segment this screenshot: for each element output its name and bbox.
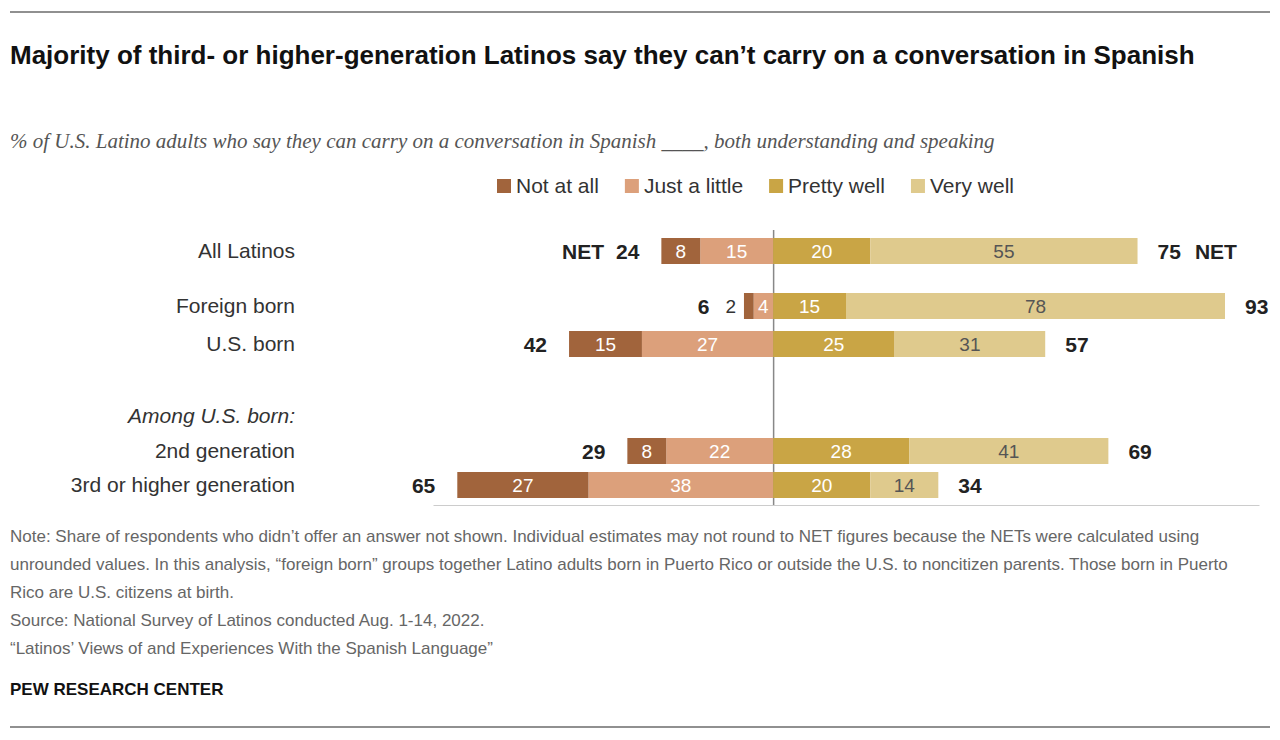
top-rule: [10, 11, 1270, 12]
legend-swatch: [769, 179, 783, 193]
x-axis-domain: [434, 505, 1260, 506]
category-label: U.S. born: [206, 332, 295, 355]
note-line: unrounded values. In this analysis, “for…: [10, 555, 1228, 574]
bar-segment: [627, 438, 666, 464]
data-label: 20: [811, 475, 832, 496]
net-value: 57: [1065, 333, 1088, 356]
net-labels: 24NET75NET693425729696534: [412, 240, 1268, 497]
report-title: “Latinos’ Views of and Experiences With …: [10, 639, 493, 658]
bar-segment: [909, 438, 1108, 464]
category-label: 2nd generation: [155, 439, 295, 462]
bar-segment: [588, 472, 773, 498]
legend-label: Not at all: [516, 174, 599, 197]
bar-segment: [773, 472, 870, 498]
legend-swatch: [911, 179, 925, 193]
bar-segment: [870, 472, 938, 498]
legend-swatch: [625, 179, 639, 193]
net-value: 42: [524, 333, 547, 356]
net-value: 34: [958, 474, 982, 497]
chart: Majority of third- or higher-generation …: [0, 0, 1280, 740]
legend-label: Pretty well: [788, 174, 885, 197]
data-label: 25: [823, 334, 844, 355]
net-value: 29: [582, 440, 605, 463]
title: Majority of third- or higher-generation …: [10, 40, 1195, 70]
report-title-line: “Latinos’ Views of and Experiences With …: [10, 639, 493, 658]
data-label: 78: [1025, 296, 1046, 317]
y-tick: Among U.S. born:: [126, 404, 295, 427]
data-label: 8: [641, 441, 652, 462]
source-line: Source: National Survey of Latinos condu…: [10, 611, 484, 630]
data-label: 15: [799, 296, 820, 317]
y-tick: 3rd or higher generation: [71, 473, 295, 496]
data-label: 27: [697, 334, 718, 355]
data-label: 31: [959, 334, 980, 355]
bar-segment: [744, 293, 754, 319]
x-axis: [434, 230, 1260, 506]
net-value: 69: [1128, 440, 1151, 463]
group-label: Among U.S. born:: [126, 404, 295, 427]
bar-segment: [773, 238, 870, 264]
category-label: All Latinos: [198, 239, 295, 262]
bar-segment: [846, 293, 1225, 319]
bar-segment: [773, 438, 909, 464]
net-value: 93: [1245, 295, 1268, 318]
bar-segment: [754, 293, 773, 319]
bar-segment: [773, 331, 894, 357]
bar-segment: [666, 438, 773, 464]
note-line: Rico are U.S. citizens at birth.: [10, 583, 234, 602]
y-tick: All Latinos: [198, 239, 295, 262]
bar-segment: [773, 293, 846, 319]
title-line: Majority of third- or higher-generation …: [10, 40, 1195, 70]
data-labels: 158205542157827152531228284138272014: [512, 241, 1046, 496]
y-tick: U.S. born: [206, 332, 295, 355]
bottom-rule: [10, 726, 1270, 727]
net-label: NET: [562, 240, 604, 263]
bar-segment: [895, 331, 1046, 357]
data-label: 20: [811, 241, 832, 262]
net-value: 6: [698, 295, 710, 318]
bar-segment: [870, 238, 1137, 264]
net-value: 24: [616, 240, 640, 263]
data-label: 4: [758, 296, 769, 317]
data-label: 22: [709, 441, 730, 462]
data-label: 15: [726, 241, 747, 262]
bar-segment: [700, 238, 773, 264]
note: Note: Share of respondents who didn’t of…: [10, 527, 1228, 602]
data-label: 27: [512, 475, 533, 496]
data-label: 8: [676, 241, 687, 262]
data-label: 15: [595, 334, 616, 355]
bar-segment: [569, 331, 642, 357]
y-tick: Foreign born: [176, 294, 295, 317]
data-label: 28: [831, 441, 852, 462]
data-label: 2: [725, 296, 736, 317]
subtitle: % of U.S. Latino adults who say they can…: [10, 129, 995, 153]
legend-label: Very well: [930, 174, 1014, 197]
subtitle-line: % of U.S. Latino adults who say they can…: [10, 129, 995, 153]
y-tick: 2nd generation: [155, 439, 295, 462]
data-label: 38: [670, 475, 691, 496]
data-label: 41: [998, 441, 1019, 462]
y-axis: All Latinos Foreign born U.S. born Among U.…: [71, 239, 295, 496]
category-label: 3rd or higher generation: [71, 473, 295, 496]
category-label: Foreign born: [176, 294, 295, 317]
bars: [457, 238, 1225, 498]
bar-segment: [661, 238, 700, 264]
credit: PEW RESEARCH CENTER: [10, 680, 223, 699]
legend: Not at all Just a little Pretty well Very w…: [497, 174, 1014, 197]
source: Source: National Survey of Latinos condu…: [10, 611, 484, 630]
data-label: 55: [993, 241, 1014, 262]
net-value: 65: [412, 474, 436, 497]
legend-swatch: [497, 179, 511, 193]
legend-label: Just a little: [644, 174, 743, 197]
data-label: 14: [894, 475, 916, 496]
note-line: Note: Share of respondents who didn’t of…: [10, 527, 1199, 546]
net-value: 75: [1158, 240, 1182, 263]
bar-segment: [457, 472, 588, 498]
bar-segment: [642, 331, 773, 357]
net-label: NET: [1195, 240, 1237, 263]
